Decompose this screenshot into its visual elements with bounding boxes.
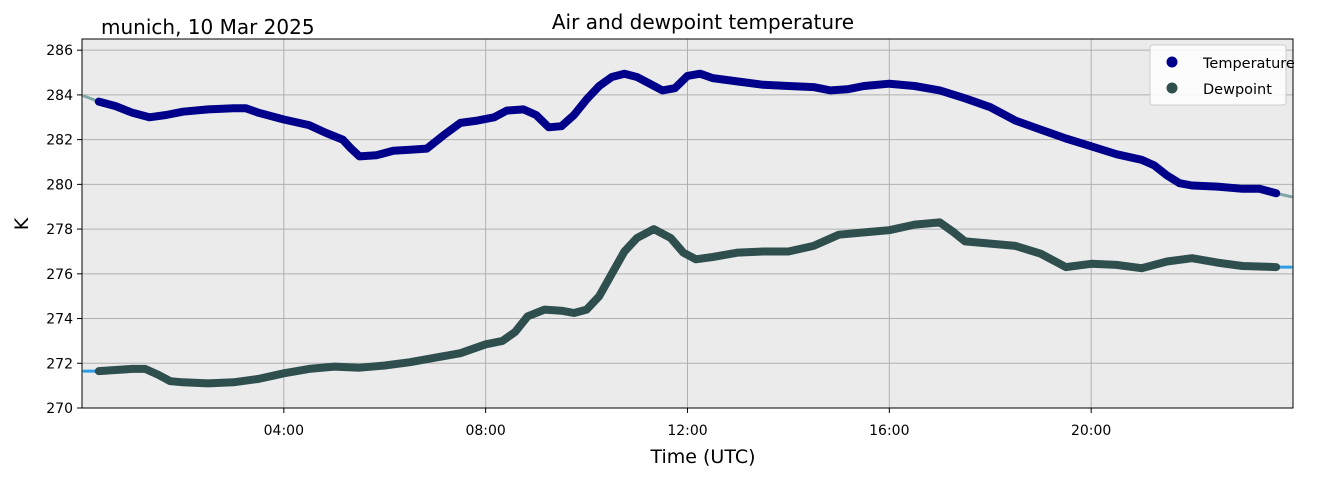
y-axis-title: K	[11, 217, 33, 230]
y-tick-label: 272	[46, 356, 73, 372]
x-axis: 04:00 08:00 12:00 16:00 20:00	[264, 408, 1111, 439]
y-tick-label: 278	[46, 222, 73, 238]
x-axis-title: Time (UTC)	[649, 446, 755, 468]
legend-label-dewpoint: Dewpoint	[1203, 82, 1272, 98]
x-tick-label: 12:00	[667, 423, 707, 439]
chart-title: Air and dewpoint temperature	[552, 10, 854, 34]
legend-marker-temperature	[1166, 56, 1178, 68]
y-tick-label: 276	[46, 267, 73, 283]
legend-marker-dewpoint	[1166, 82, 1178, 94]
x-tick-label: 16:00	[869, 423, 909, 439]
y-axis: 270 272 274 276 278 280 282 284 286	[46, 43, 82, 417]
chart-subtitle: munich, 10 Mar 2025	[101, 15, 315, 39]
y-tick-label: 282	[46, 133, 73, 149]
y-tick-label: 274	[46, 312, 73, 328]
smoothed-data-layer	[94, 69, 1281, 388]
x-tick-label: 04:00	[264, 423, 304, 439]
series-temperature-line	[94, 69, 1281, 198]
legend-label-temperature: Temperature	[1202, 56, 1295, 72]
legend: Temperature Dewpoint	[1149, 44, 1295, 106]
y-tick-label: 270	[46, 401, 73, 417]
legend-box	[1149, 44, 1287, 106]
y-tick-label: 284	[46, 88, 73, 104]
y-tick-label: 286	[46, 43, 73, 59]
x-tick-label: 20:00	[1071, 423, 1111, 439]
series-dewpoint-line	[94, 218, 1281, 388]
y-tick-label: 280	[46, 177, 73, 193]
x-tick-label: 08:00	[465, 423, 505, 439]
